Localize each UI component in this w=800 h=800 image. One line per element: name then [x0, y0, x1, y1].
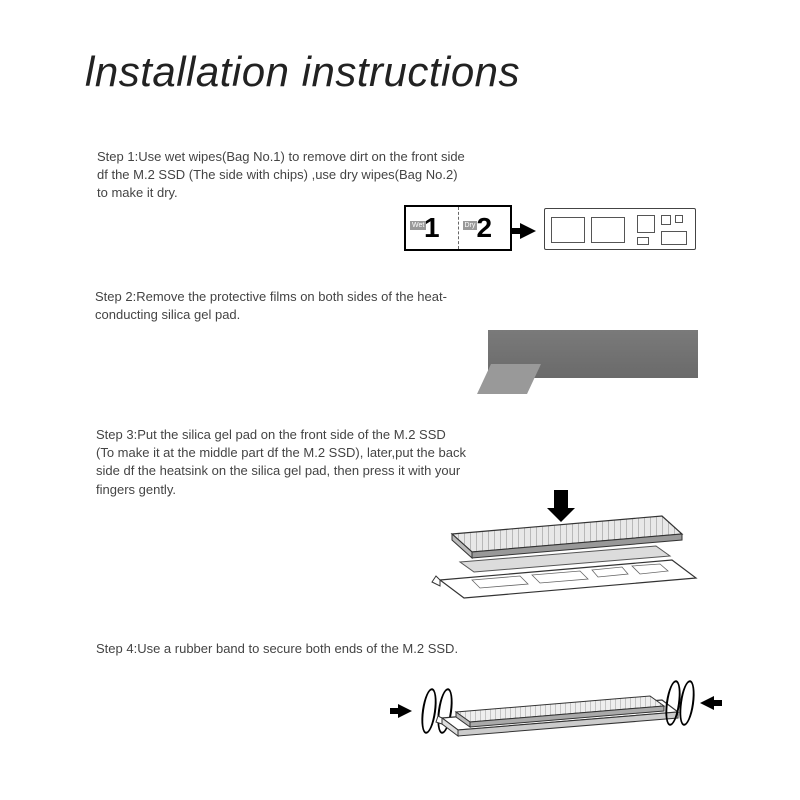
- film-peel-icon: [477, 364, 541, 394]
- step-1-text: Step 1:Use wet wipes(Bag No.1) to remove…: [97, 148, 467, 203]
- step-4-text: Step 4:Use a rubber band to secure both …: [96, 640, 458, 658]
- step-2-illustration: [488, 330, 698, 390]
- arrow-down-icon: [554, 490, 568, 508]
- step-3-text: Step 3:Put the silica gel pad on the fro…: [96, 426, 466, 499]
- wet-label: Wet: [410, 221, 426, 230]
- dry-number: 2: [476, 212, 492, 244]
- page-title: lnstallation instructions: [85, 48, 520, 96]
- wipes-packet-icon: Wet 1 Dry 2: [404, 205, 512, 251]
- dry-label: Dry: [463, 221, 478, 230]
- ssd-icon: [544, 208, 696, 250]
- step-3-illustration: [392, 494, 712, 614]
- arrow-right-icon: [520, 223, 536, 239]
- step-4-illustration: [380, 676, 720, 756]
- step-1-illustration: Wet 1 Dry 2: [404, 205, 704, 255]
- step-2-text: Step 2:Remove the protective films on bo…: [95, 288, 465, 324]
- arrow-left-icon: [700, 696, 714, 710]
